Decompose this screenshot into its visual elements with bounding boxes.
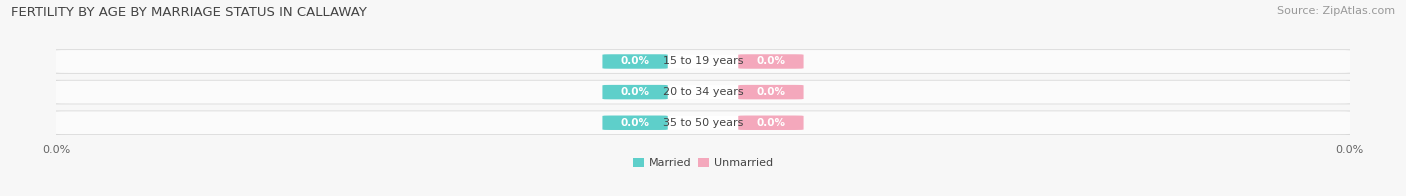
FancyBboxPatch shape xyxy=(657,54,749,68)
Text: 20 to 34 years: 20 to 34 years xyxy=(662,87,744,97)
FancyBboxPatch shape xyxy=(602,54,668,69)
FancyBboxPatch shape xyxy=(31,49,1375,74)
FancyBboxPatch shape xyxy=(49,111,1357,134)
Text: 0.0%: 0.0% xyxy=(620,118,650,128)
FancyBboxPatch shape xyxy=(738,54,804,69)
FancyBboxPatch shape xyxy=(738,115,804,130)
FancyBboxPatch shape xyxy=(49,50,1357,73)
FancyBboxPatch shape xyxy=(738,85,804,99)
FancyBboxPatch shape xyxy=(31,111,1375,135)
FancyBboxPatch shape xyxy=(657,116,749,130)
Text: 15 to 19 years: 15 to 19 years xyxy=(662,56,744,66)
FancyBboxPatch shape xyxy=(49,81,1357,103)
Text: 35 to 50 years: 35 to 50 years xyxy=(662,118,744,128)
Text: 0.0%: 0.0% xyxy=(756,56,786,66)
FancyBboxPatch shape xyxy=(657,85,749,99)
FancyBboxPatch shape xyxy=(31,80,1375,104)
Text: 0.0%: 0.0% xyxy=(620,56,650,66)
Text: 0.0%: 0.0% xyxy=(756,118,786,128)
FancyBboxPatch shape xyxy=(602,85,668,99)
FancyBboxPatch shape xyxy=(602,115,668,130)
Text: 0.0%: 0.0% xyxy=(756,87,786,97)
Text: Source: ZipAtlas.com: Source: ZipAtlas.com xyxy=(1277,6,1395,16)
Legend: Married, Unmarried: Married, Unmarried xyxy=(628,153,778,173)
Text: 0.0%: 0.0% xyxy=(620,87,650,97)
Text: FERTILITY BY AGE BY MARRIAGE STATUS IN CALLAWAY: FERTILITY BY AGE BY MARRIAGE STATUS IN C… xyxy=(11,6,367,19)
